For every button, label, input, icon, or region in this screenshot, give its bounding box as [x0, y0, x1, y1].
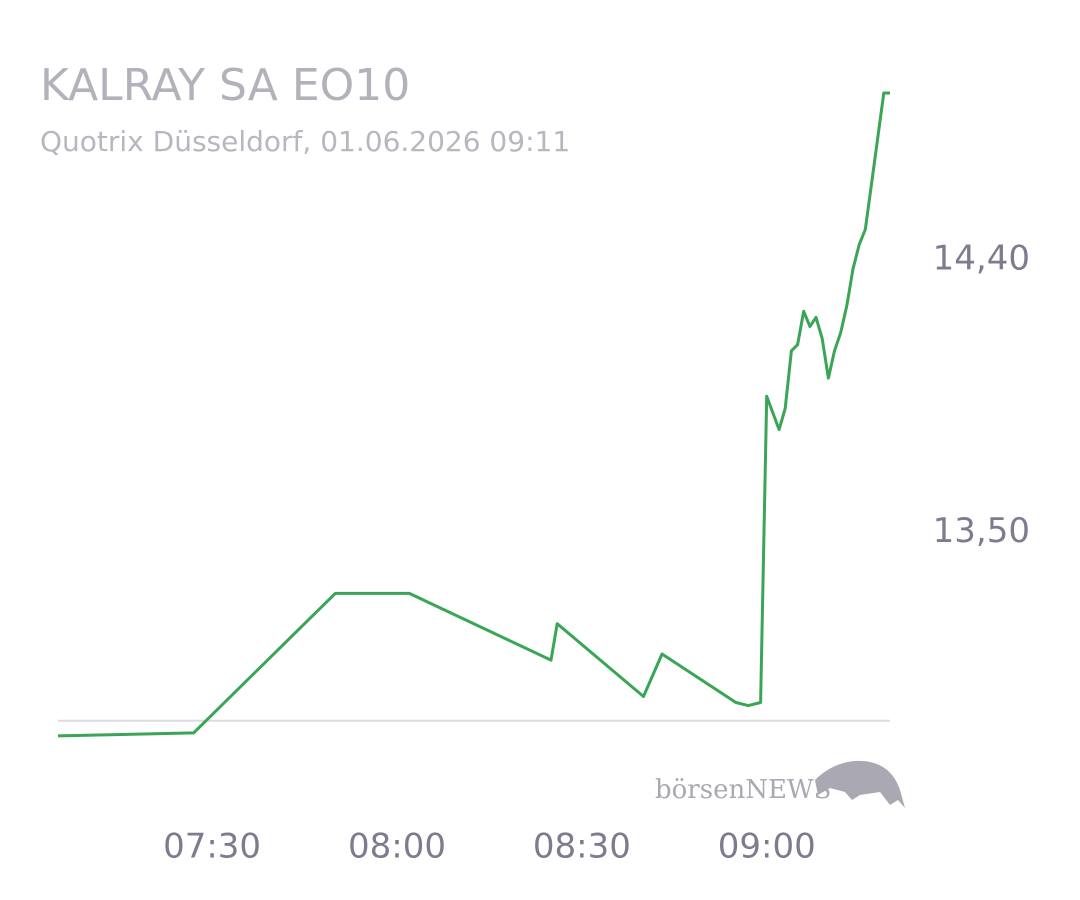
watermark: börsenNEWS [655, 775, 831, 805]
x-tick-label: 08:00 [348, 827, 446, 867]
chart-title: KALRAY SA EO10 [40, 60, 410, 111]
y-tick-label: 13,50 [933, 511, 1030, 551]
x-tick-label: 08:30 [533, 827, 631, 867]
x-tick-label: 07:30 [163, 827, 261, 867]
x-tick-label: 09:00 [718, 827, 816, 867]
price-line [57, 91, 890, 738]
chart-subtitle: Quotrix Düsseldorf, 01.06.2026 09:11 [40, 125, 570, 158]
y-tick-label: 14,40 [933, 238, 1030, 278]
watermark-bull [815, 760, 905, 808]
